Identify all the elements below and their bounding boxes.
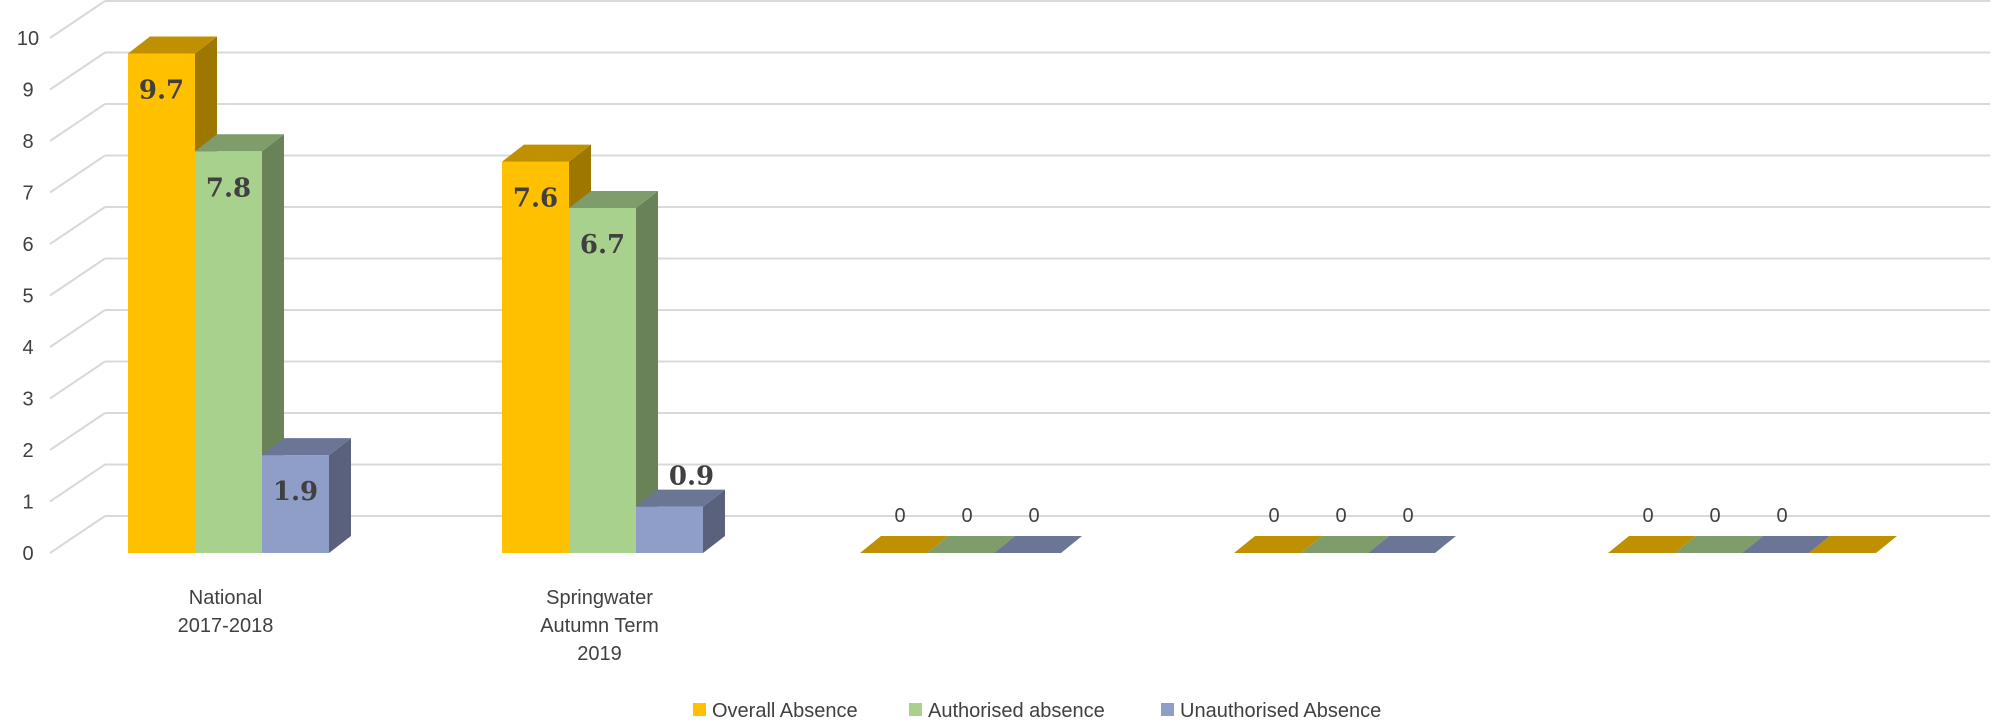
- data-label: 0: [1709, 505, 1720, 527]
- data-label: 0: [1268, 505, 1279, 527]
- bars: [128, 36, 1897, 554]
- bar-zero: [860, 536, 948, 553]
- gridline-depth: [49, 412, 106, 451]
- gridline-depth: [49, 515, 106, 554]
- legend-swatch: [693, 703, 706, 716]
- gridline-depth: [49, 360, 106, 400]
- legend-entry: Authorised absence: [928, 700, 1105, 722]
- gridline-depth: [49, 463, 106, 503]
- y-tick-label: 2: [22, 440, 33, 462]
- x-tick-label: National: [189, 587, 262, 609]
- data-label: 0: [961, 505, 972, 527]
- data-label: 0.9: [669, 462, 714, 492]
- y-tick-label: 10: [17, 28, 39, 50]
- bar-zero: [1368, 536, 1456, 553]
- y-axis: 0 1 2 3 4 5 6 7 8 9 10: [17, 28, 39, 565]
- bar-top: [195, 134, 284, 152]
- data-label: 0: [1776, 505, 1787, 527]
- bar-zero: [1675, 536, 1763, 553]
- gridline-depth: [49, 206, 106, 245]
- bar: [569, 207, 636, 553]
- y-tick-label: 8: [22, 131, 33, 153]
- bar-zero: [994, 536, 1082, 553]
- bar: [502, 161, 569, 553]
- data-label: 7.8: [206, 173, 251, 203]
- gridline-depth: [49, 154, 106, 194]
- gridlines: [49, 0, 1990, 554]
- gridline-depth: [49, 103, 106, 142]
- legend: Overall Absence Authorised absence Unautho…: [693, 700, 1381, 722]
- bar: [195, 151, 262, 554]
- gridline-depth: [49, 0, 106, 39]
- legend-swatch: [909, 703, 922, 716]
- data-label: 1.9: [273, 477, 318, 507]
- data-label: 7.6: [513, 184, 558, 214]
- bar-top: [128, 36, 217, 54]
- gridline-depth: [49, 257, 106, 297]
- gridline-depth: [49, 51, 106, 91]
- bar-zero: [1742, 536, 1830, 553]
- data-label: 0: [1028, 505, 1039, 527]
- bar-zero: [1234, 536, 1322, 553]
- bar-zero: [1301, 536, 1389, 553]
- y-tick-label: 7: [22, 183, 33, 205]
- y-tick-label: 9: [22, 80, 33, 102]
- bar-zero: [927, 536, 1015, 553]
- y-tick-label: 1: [22, 492, 33, 514]
- y-tick-label: 0: [22, 543, 33, 565]
- bar-top: [569, 190, 658, 208]
- data-label: 0: [1402, 505, 1413, 527]
- data-label: 0: [1642, 505, 1653, 527]
- bar-top: [262, 438, 351, 456]
- data-label: 0: [894, 505, 905, 527]
- legend-entry: Overall Absence: [712, 700, 858, 722]
- gridline-depth: [49, 309, 106, 348]
- legend-entry: Unauthorised Absence: [1180, 700, 1381, 722]
- bar-side: [636, 190, 658, 553]
- data-label: 6.7: [580, 230, 625, 260]
- x-tick-label: Springwater: [546, 587, 653, 609]
- bar-side: [329, 438, 351, 553]
- bar-top: [636, 489, 725, 507]
- y-tick-label: 3: [22, 389, 33, 411]
- bar: [128, 53, 195, 553]
- x-tick-label: 2019: [577, 643, 622, 665]
- data-label: 9.7: [139, 75, 184, 105]
- data-label: 0: [1335, 505, 1346, 527]
- x-tick-label: Autumn Term: [540, 615, 659, 637]
- y-tick-label: 4: [22, 337, 33, 359]
- y-tick-label: 6: [22, 234, 33, 256]
- bar: [262, 455, 329, 553]
- bar: [636, 506, 703, 553]
- legend-swatch: [1161, 703, 1174, 716]
- x-tick-label: 2017-2018: [178, 615, 274, 637]
- x-axis: National 2017-2018 Springwater Autumn Term 2…: [178, 587, 659, 665]
- bar-top: [502, 144, 591, 162]
- bar-zero: [1608, 536, 1696, 553]
- bar-side: [703, 489, 725, 553]
- bar-zero: [1809, 536, 1897, 553]
- data-labels: 9.7 7.8 1.9 7.6 6.7 0.9 0 0 0 0 0 0 0 0 0: [139, 75, 1788, 527]
- y-tick-label: 5: [22, 286, 33, 308]
